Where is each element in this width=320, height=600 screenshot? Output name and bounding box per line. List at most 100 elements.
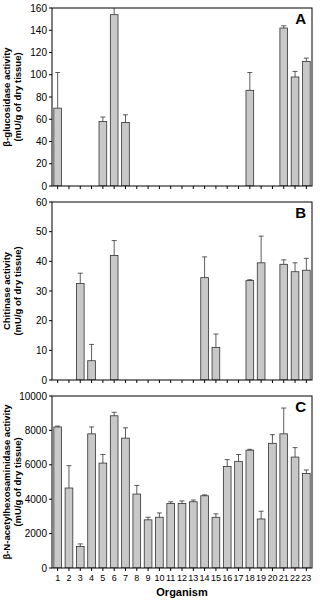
error-stem (227, 460, 228, 467)
x-tick (261, 380, 262, 383)
plot-frame (52, 396, 312, 568)
y-tick-label: 0 (41, 181, 47, 192)
y-tick-label: 160 (30, 3, 47, 14)
x-tick (68, 568, 69, 571)
error-stem (261, 511, 262, 519)
y-tick (49, 499, 52, 500)
y-tick (49, 8, 52, 9)
x-tick (272, 568, 273, 571)
y-axis-label: Chitinase activity (1, 251, 12, 330)
x-tick (102, 380, 103, 383)
y-tick-label: 4000 (25, 494, 48, 505)
x-tick (68, 186, 69, 189)
error-bar (89, 344, 94, 360)
x-tick-label: 20 (267, 573, 277, 583)
y-tick-label: 10000 (19, 391, 47, 402)
x-tick (159, 568, 160, 571)
x-tick (159, 380, 160, 383)
error-stem (57, 73, 58, 109)
error-bar (259, 236, 264, 263)
y-tick (49, 186, 52, 187)
x-tick (261, 568, 262, 571)
x-tick (238, 186, 239, 189)
error-stem (114, 8, 115, 15)
error-bar (259, 511, 264, 519)
x-tick (227, 380, 228, 383)
y-tick (49, 430, 52, 431)
x-tick (125, 380, 126, 383)
error-cap (157, 512, 162, 513)
error-cap (213, 513, 218, 514)
y-tick (49, 568, 52, 569)
error-stem (125, 115, 126, 123)
error-cap (89, 344, 94, 345)
error-cap (259, 511, 264, 512)
y-tick-label: 0 (41, 563, 47, 574)
x-tick-label: 12 (177, 573, 187, 583)
x-tick (57, 186, 58, 189)
x-tick (170, 186, 171, 189)
x-tick (204, 186, 205, 189)
x-tick (306, 186, 307, 189)
x-tick (136, 380, 137, 383)
x-tick-label: 23 (301, 573, 311, 583)
y-tick (49, 396, 52, 397)
error-bar (100, 454, 105, 463)
error-cap (259, 236, 264, 237)
x-tick (283, 186, 284, 189)
error-cap (66, 465, 71, 466)
bar (144, 520, 152, 568)
x-tick (57, 568, 58, 571)
y-tick-label: 60 (36, 197, 48, 208)
error-cap (281, 25, 286, 26)
bar (54, 427, 62, 568)
panel-letter: A (295, 10, 306, 27)
x-tick (91, 186, 92, 189)
error-stem (238, 454, 239, 461)
error-bar (168, 502, 173, 504)
bar (303, 473, 311, 568)
error-bar (304, 258, 309, 270)
bar (178, 504, 186, 569)
error-stem (249, 73, 250, 91)
x-tick (125, 186, 126, 189)
y-tick-label: 30 (36, 286, 48, 297)
x-tick-label: 7 (123, 573, 128, 583)
error-stem (204, 257, 205, 278)
error-bar (191, 500, 196, 502)
y-tick-label: 8000 (25, 425, 48, 436)
x-tick-label: 8 (134, 573, 139, 583)
y-tick (49, 202, 52, 203)
error-bar (213, 514, 218, 517)
bar (110, 255, 118, 380)
y-axis-label: β-N-acetylhexosaminidase activity (1, 404, 12, 560)
y-tick (49, 320, 52, 321)
bar (291, 77, 299, 186)
y-axis-label: (mU/g of dry tissue) (12, 437, 23, 526)
error-bar (225, 460, 230, 467)
marks (76, 236, 310, 380)
x-tick (215, 380, 216, 383)
x-tick-label: 1 (55, 573, 60, 583)
bar (246, 281, 254, 380)
plot-frame (52, 202, 312, 380)
x-axis-label: Organism (156, 586, 208, 598)
y-tick-label: 50 (36, 226, 48, 237)
y-tick (49, 291, 52, 292)
x-tick (114, 380, 115, 383)
x-tick (148, 568, 149, 571)
x-tick (295, 568, 296, 571)
marks (54, 408, 310, 568)
error-stem (68, 466, 69, 488)
x-tick (238, 380, 239, 383)
error-stem (261, 236, 262, 263)
error-bar (55, 73, 60, 109)
x-tick (102, 186, 103, 189)
bar (246, 450, 254, 568)
y-tick-label: 6000 (25, 459, 48, 470)
error-bar (293, 263, 298, 272)
error-cap (146, 517, 151, 518)
y-tick (49, 464, 52, 465)
error-bar (213, 334, 218, 347)
y-tick (49, 231, 52, 232)
